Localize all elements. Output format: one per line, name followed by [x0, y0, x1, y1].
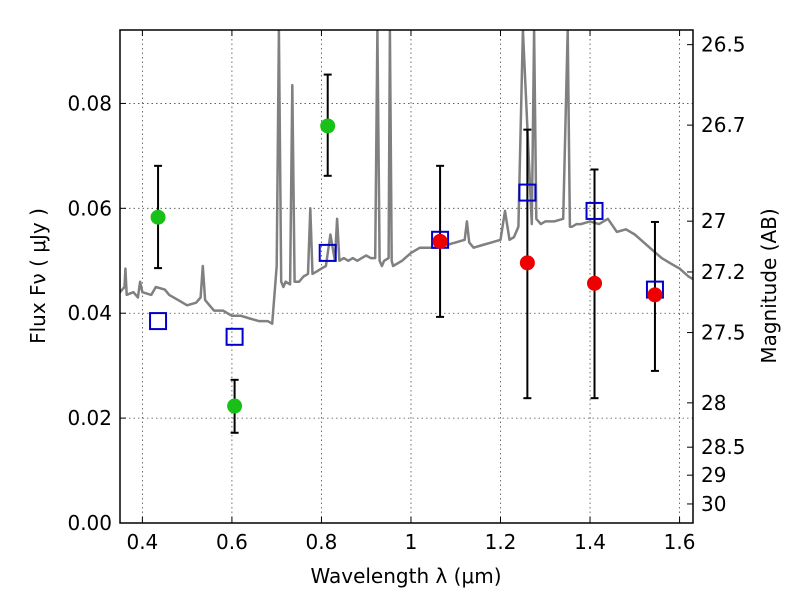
magnitude-axis-label: Magnitude (AB): [757, 208, 781, 363]
x-tick-label: 1.4: [574, 530, 606, 554]
y-tick-label: 0.00: [67, 511, 112, 535]
magnitude-tick-label: 28.5: [701, 435, 746, 459]
x-tick-label: 1: [405, 530, 418, 554]
x-tick-label: 0.4: [126, 530, 158, 554]
green-data-point: [150, 209, 166, 225]
x-tick-label: 1.2: [485, 530, 517, 554]
y-tick-label: 0.06: [67, 196, 112, 220]
magnitude-tick-label: 27.5: [701, 321, 746, 345]
plot-frame: [119, 29, 694, 524]
x-tick-label: 0.8: [306, 530, 338, 554]
magnitude-tick-label: 27: [701, 209, 726, 233]
magnitude-tick-label: 30: [701, 492, 726, 516]
x-tick-label: 1.6: [664, 530, 696, 554]
axis-ticks: 0.4 0.6 0.8 1 1.2 1.4 1.6 0.00 0.02 0.04 0.06 0.08 2…: [67, 30, 746, 554]
x-tick-label: 0.6: [216, 530, 248, 554]
model-box-marker: [585, 201, 604, 220]
magnitude-tick-label: 26.7: [701, 113, 746, 137]
red-data-point: [647, 287, 663, 303]
model-spectrum-line: [120, 30, 693, 325]
magnitude-tick-label: 27.2: [701, 260, 746, 284]
red-data-point: [432, 233, 448, 249]
green-data-point: [227, 398, 243, 414]
y-axis-label: Flux Fν ( μJy ): [26, 208, 50, 344]
red-data-point: [519, 255, 535, 271]
magnitude-tick-label: 26.5: [701, 33, 746, 57]
model-box-marker: [318, 243, 337, 262]
grid: [120, 30, 693, 523]
green-data-point: [320, 118, 336, 134]
y-tick-label: 0.08: [67, 91, 112, 115]
model-box-marker: [518, 183, 537, 202]
red-data-point: [587, 275, 603, 291]
x-axis-label: Wavelength λ (μm): [310, 564, 501, 588]
model-box-marker: [149, 312, 168, 331]
y-tick-label: 0.04: [67, 301, 112, 325]
y-tick-label: 0.02: [67, 406, 112, 430]
model-box-marker: [225, 327, 244, 346]
magnitude-tick-label: 29: [701, 463, 726, 487]
plot-area: [120, 30, 693, 434]
magnitude-tick-label: 28: [701, 391, 726, 415]
